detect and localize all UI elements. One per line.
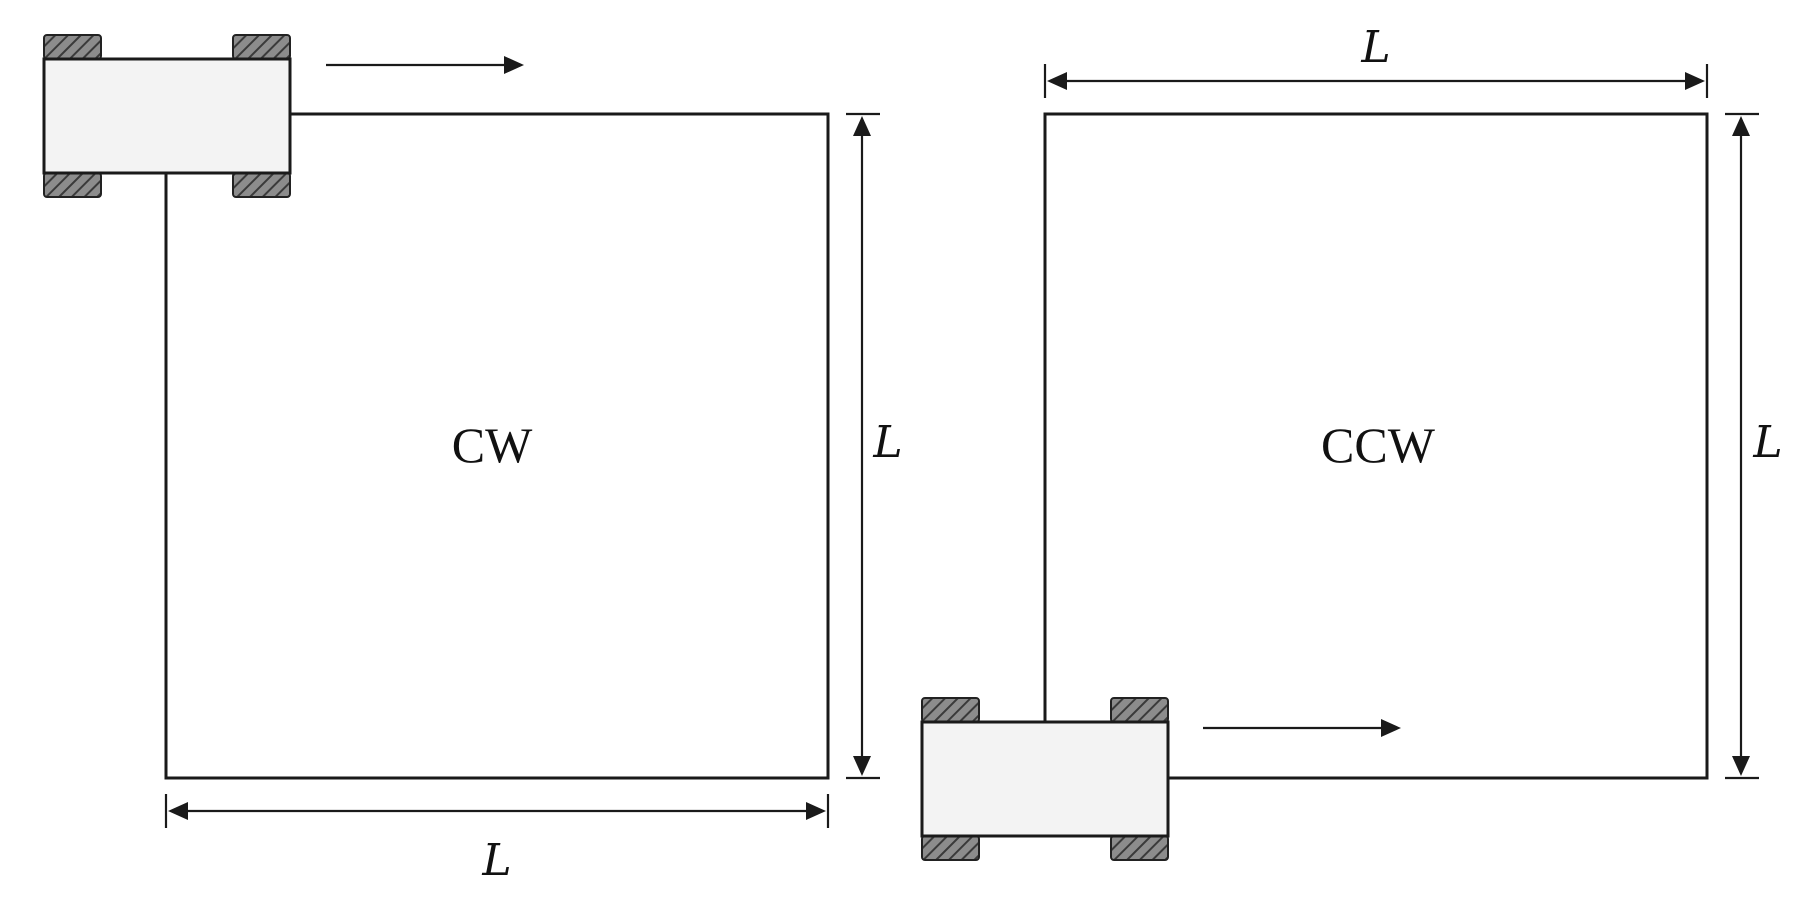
arrow-right-icon <box>1203 719 1401 737</box>
cw-right-length-label: L <box>872 417 902 468</box>
ccw-top-dimension <box>1043 64 1709 98</box>
robot-body <box>920 720 1170 838</box>
cw-direction-label: CW <box>452 417 533 473</box>
wheel-icon <box>1110 697 1169 723</box>
wheel-icon <box>921 697 980 723</box>
cw-square-path <box>164 112 830 780</box>
wheel-icon <box>232 172 291 198</box>
arrow-right-icon <box>326 56 524 74</box>
ccw-panel: L L CCW <box>920 22 1783 861</box>
wheel-icon <box>43 172 102 198</box>
wheel-icon <box>232 34 291 60</box>
wheel-icon <box>921 835 980 861</box>
robot-car-icon <box>42 34 292 198</box>
wheel-icon <box>1110 835 1169 861</box>
robot-body <box>42 57 292 175</box>
ccw-right-dimension <box>1725 112 1759 780</box>
cw-bottom-dimension <box>164 794 830 828</box>
wheel-icon <box>43 34 102 60</box>
cw-panel: L L CW <box>42 34 903 886</box>
ccw-top-length-label: L <box>1360 22 1390 73</box>
ccw-direction-label: CCW <box>1321 417 1436 473</box>
ccw-square-path <box>1043 112 1709 780</box>
robot-car-icon <box>920 697 1170 861</box>
cw-right-dimension <box>846 112 880 780</box>
cw-bottom-length-label: L <box>481 835 511 886</box>
ccw-right-length-label: L <box>1752 417 1782 468</box>
